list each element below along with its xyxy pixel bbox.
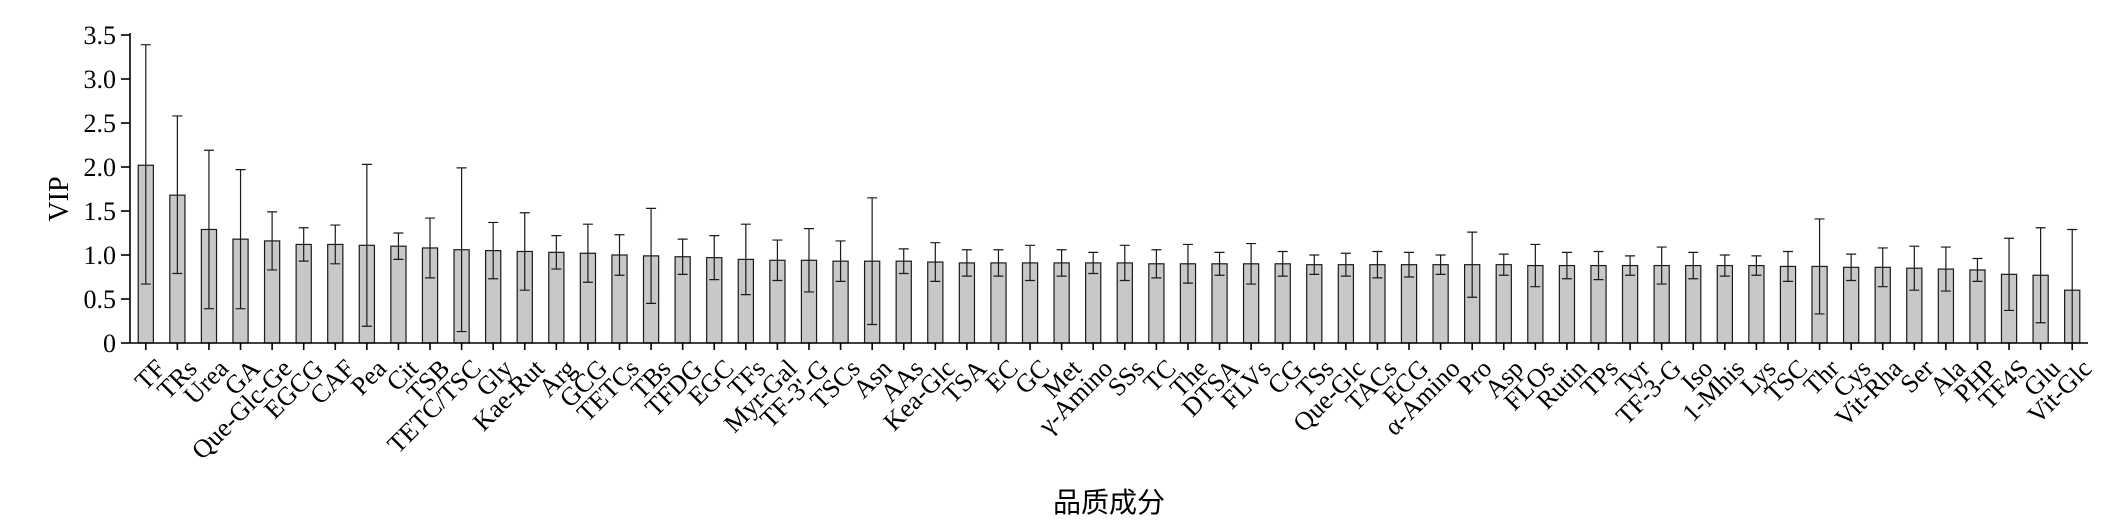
y-tick-label: 1.5 bbox=[84, 197, 117, 226]
error-bar bbox=[1467, 231, 1478, 298]
error-bar bbox=[582, 223, 593, 283]
error-bar bbox=[709, 235, 720, 281]
error-bar bbox=[614, 234, 625, 276]
error-bar bbox=[646, 207, 657, 304]
error-bar bbox=[551, 235, 562, 270]
bar bbox=[1748, 264, 1765, 344]
error-bar bbox=[1119, 244, 1130, 282]
y-tick-label: 3.0 bbox=[84, 65, 117, 94]
error-bar bbox=[519, 212, 530, 291]
error-bar bbox=[1025, 244, 1036, 282]
error-bar bbox=[1972, 257, 1983, 282]
error-bar bbox=[1056, 249, 1067, 277]
y-tick-label: 2.0 bbox=[84, 153, 117, 182]
error-bar bbox=[835, 240, 846, 282]
error-bar bbox=[203, 149, 214, 310]
error-bar bbox=[803, 228, 814, 293]
error-bar bbox=[1561, 251, 1572, 280]
error-bar bbox=[1877, 247, 1888, 288]
error-bar bbox=[1530, 243, 1541, 288]
error-bar bbox=[1688, 251, 1699, 280]
bar bbox=[1495, 264, 1512, 344]
bar bbox=[1621, 264, 1639, 344]
error-bar bbox=[1372, 250, 1383, 279]
error-bar bbox=[772, 239, 783, 282]
bar bbox=[1085, 262, 1102, 344]
error-bar bbox=[298, 227, 309, 262]
error-bar bbox=[330, 224, 341, 265]
error-bar bbox=[740, 223, 751, 296]
error-bar bbox=[1751, 255, 1762, 276]
error-bar bbox=[2035, 227, 2046, 324]
error-bar bbox=[1814, 218, 1825, 315]
error-bar bbox=[488, 221, 499, 280]
error-bar bbox=[456, 167, 467, 333]
y-tick-label: 3.5 bbox=[84, 21, 117, 50]
x-category-labels: TFTRsUreaGAQue-Glc-GeEGCGCAFPeaCitTSBTET… bbox=[129, 343, 2097, 465]
error-bar bbox=[393, 232, 404, 260]
bar bbox=[1716, 264, 1734, 344]
error-bar bbox=[1309, 254, 1320, 275]
error-bar bbox=[1214, 251, 1225, 276]
error-bar bbox=[677, 238, 688, 275]
y-tick-label: 1.0 bbox=[84, 241, 117, 270]
error-bar bbox=[961, 249, 972, 277]
error-bar bbox=[1088, 251, 1099, 275]
error-bar bbox=[1940, 246, 1951, 292]
error-bar bbox=[930, 242, 941, 282]
y-axis-title: VIP bbox=[44, 176, 75, 221]
y-ticks: 0 0.5 1.0 1.5 2.0 2.5 3.0 3.5 bbox=[84, 21, 130, 358]
error-bar bbox=[140, 44, 151, 285]
bar bbox=[1432, 264, 1449, 344]
error-bar bbox=[172, 115, 183, 275]
error-bar bbox=[1625, 255, 1636, 276]
error-bars bbox=[140, 44, 2078, 344]
error-bar bbox=[235, 169, 246, 310]
error-bar bbox=[267, 211, 278, 271]
error-bar bbox=[867, 197, 878, 326]
bar bbox=[1306, 264, 1323, 344]
error-bar bbox=[1656, 246, 1667, 285]
error-bar bbox=[1593, 250, 1604, 281]
bar bbox=[390, 245, 407, 344]
error-bar bbox=[898, 248, 909, 275]
y-tick-label: 2.5 bbox=[84, 109, 117, 138]
error-bar bbox=[1151, 249, 1162, 279]
error-bar bbox=[1719, 254, 1730, 277]
error-bar bbox=[1246, 242, 1257, 285]
error-bar bbox=[1782, 250, 1793, 282]
error-bar bbox=[1846, 253, 1857, 282]
y-tick-label: 0 bbox=[103, 329, 116, 358]
error-bar bbox=[425, 217, 436, 279]
error-bar bbox=[1182, 243, 1193, 284]
error-bar bbox=[1498, 253, 1509, 276]
error-bar bbox=[361, 163, 372, 327]
error-bar bbox=[1404, 251, 1415, 278]
x-axis-title: 品质成分 bbox=[1053, 487, 1165, 519]
error-bar bbox=[1277, 250, 1288, 277]
error-bar bbox=[1909, 245, 1920, 291]
error-bar bbox=[993, 249, 1004, 277]
error-bar bbox=[1340, 252, 1351, 277]
y-tick-label: 0.5 bbox=[84, 285, 117, 314]
error-bar bbox=[1435, 254, 1446, 275]
error-bar bbox=[2004, 237, 2015, 312]
